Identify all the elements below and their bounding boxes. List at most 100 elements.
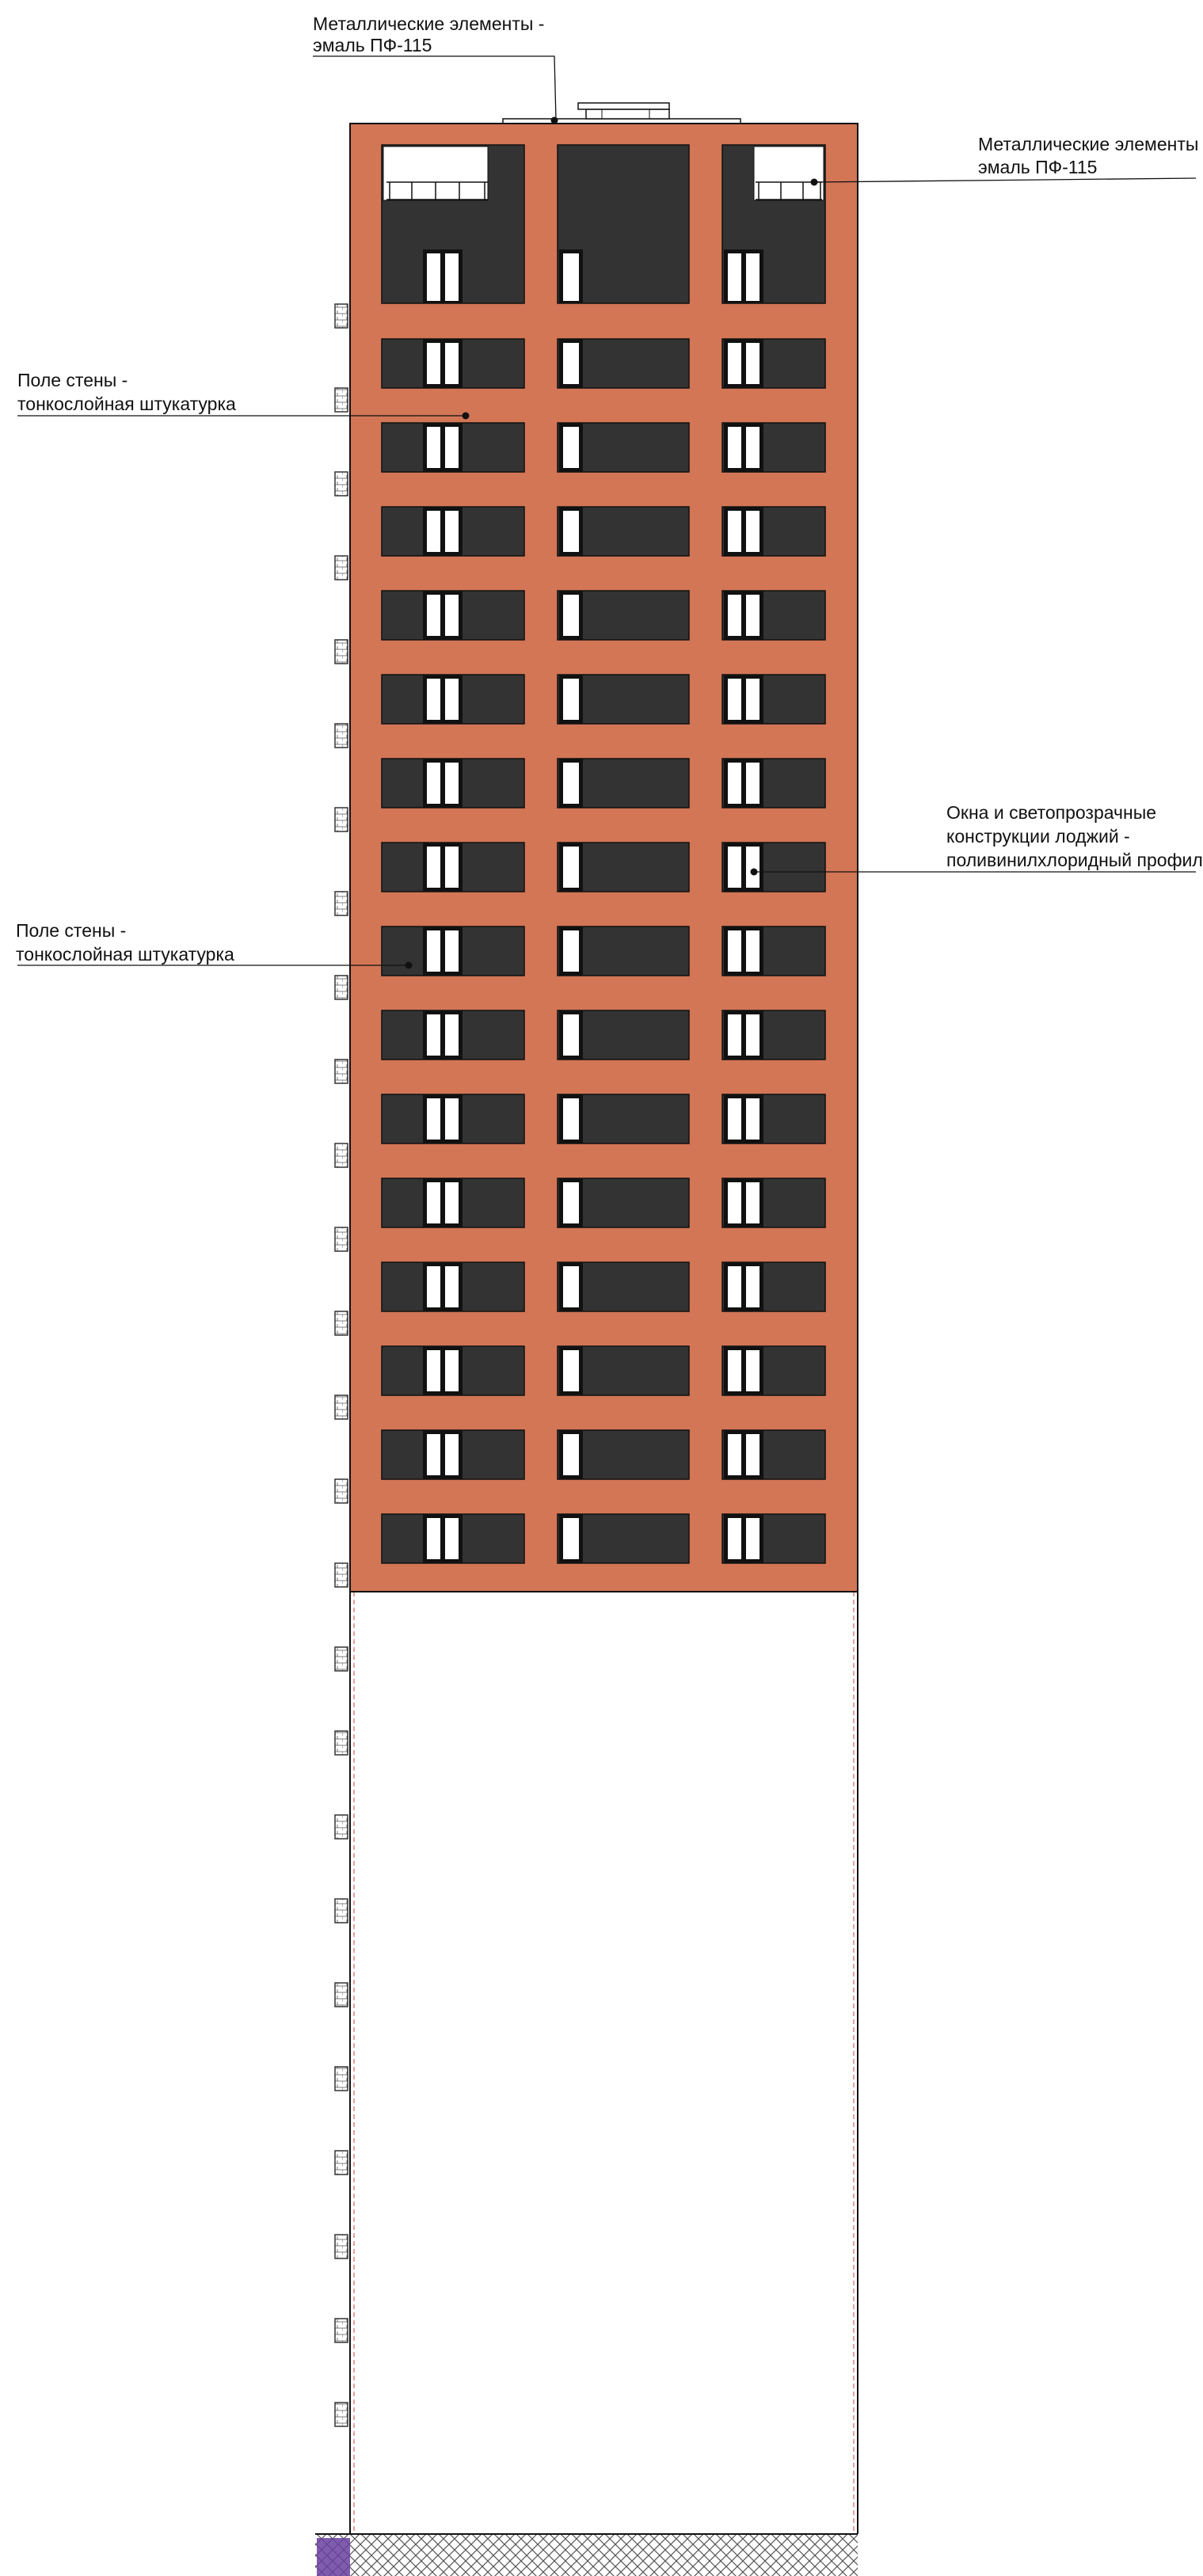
window-glass bbox=[445, 763, 459, 804]
window-glass bbox=[728, 930, 741, 972]
window-glass bbox=[728, 679, 741, 720]
side-brick-mark bbox=[334, 1562, 348, 1588]
callout-metal-top: Металлические элементы - эмаль ПФ-115 bbox=[313, 13, 544, 55]
side-brick-mark bbox=[334, 2150, 348, 2175]
side-brick-mark bbox=[334, 555, 348, 580]
callout-windows-line3: поливинилхлоридный профиль bbox=[946, 850, 1203, 870]
floor-row bbox=[381, 422, 826, 473]
window-glass bbox=[427, 427, 440, 468]
window-glass bbox=[563, 1434, 579, 1475]
window-glass bbox=[746, 343, 759, 384]
side-brick-mark bbox=[334, 1814, 348, 1840]
floor-row bbox=[381, 1010, 826, 1060]
window-glass bbox=[427, 511, 440, 552]
window-glass bbox=[746, 1182, 759, 1223]
floor-row bbox=[381, 758, 826, 809]
window-glass bbox=[427, 1350, 440, 1391]
callout-leaders bbox=[17, 55, 1197, 966]
window-glass bbox=[445, 1350, 459, 1391]
window-glass bbox=[563, 1098, 579, 1140]
floor-row bbox=[381, 590, 826, 641]
side-brick-mark bbox=[334, 2066, 348, 2091]
window-glass bbox=[427, 1518, 440, 1559]
window-glass bbox=[728, 1098, 741, 1140]
side-brick-mark bbox=[334, 1478, 348, 1504]
floor-row bbox=[381, 1345, 826, 1396]
window-glass bbox=[746, 679, 759, 720]
window-glass bbox=[445, 1098, 459, 1140]
window-glass bbox=[728, 343, 741, 384]
window-glass bbox=[563, 343, 579, 384]
window-glass bbox=[427, 930, 440, 972]
window-glass bbox=[563, 1350, 579, 1391]
floor-row bbox=[381, 1513, 826, 1564]
side-brick-mark bbox=[334, 1646, 348, 1672]
window-glass bbox=[427, 679, 440, 720]
window-glass bbox=[563, 679, 579, 720]
window-glass bbox=[563, 595, 579, 636]
window-glass bbox=[746, 1266, 759, 1307]
side-brick-mark bbox=[334, 1311, 348, 1336]
window-glass bbox=[445, 1518, 459, 1559]
window-glass bbox=[427, 343, 440, 384]
window-glass bbox=[563, 1014, 579, 1056]
callout-wall-upper-line1: Поле стены - bbox=[17, 370, 128, 390]
side-brick-mark bbox=[334, 891, 348, 916]
callout-wall-lower-line1: Поле стены - bbox=[16, 920, 126, 941]
window-glass bbox=[427, 595, 440, 636]
side-brick-mark bbox=[334, 975, 348, 1000]
window-glass bbox=[746, 1518, 759, 1559]
window-glass bbox=[746, 1014, 759, 1056]
floor-row bbox=[381, 674, 826, 725]
window-glass bbox=[746, 763, 759, 804]
floor-row bbox=[381, 842, 826, 892]
window-glass bbox=[728, 1182, 741, 1223]
window-glass bbox=[445, 343, 459, 384]
window-glass bbox=[746, 511, 759, 552]
callout-windows-line2: конструкции лоджий - bbox=[946, 826, 1130, 847]
callout-wall-lower: Поле стены - тонкослойная штукатурка bbox=[16, 920, 234, 965]
side-brick-mark bbox=[334, 471, 348, 497]
window-glass bbox=[746, 930, 759, 972]
window-glass bbox=[728, 763, 741, 804]
top-floor bbox=[381, 144, 826, 304]
window-glass bbox=[427, 1266, 440, 1307]
window-glass bbox=[445, 847, 459, 888]
side-brick-mark bbox=[334, 1982, 348, 2007]
window-glass bbox=[427, 763, 440, 804]
window-glass bbox=[746, 847, 759, 888]
window-glass bbox=[563, 427, 579, 468]
side-brick-mark bbox=[334, 387, 348, 413]
lower-building-outline bbox=[349, 1592, 858, 2534]
callout-windows: Окна и светопрозрачные конструкции лоджи… bbox=[946, 802, 1203, 870]
callout-metal-top-line2: эмаль ПФ-115 bbox=[313, 35, 432, 55]
callout-metal-right-line1: Металлические элементы - bbox=[978, 134, 1203, 154]
floor-row bbox=[381, 338, 826, 389]
window-glass bbox=[445, 1182, 459, 1223]
side-brick-mark bbox=[334, 1227, 348, 1252]
callout-metal-right: Металлические элементы - эмаль ПФ-115 bbox=[978, 134, 1203, 177]
callout-wall-upper: Поле стены - тонкослойная штукатурка bbox=[17, 370, 236, 414]
window-glass bbox=[445, 1014, 459, 1056]
ground-hatch bbox=[315, 2533, 858, 2576]
window-glass bbox=[445, 511, 459, 552]
window-glass bbox=[563, 1182, 579, 1223]
window-glass bbox=[445, 1266, 459, 1307]
window-glass bbox=[563, 1518, 579, 1559]
window-glass bbox=[728, 595, 741, 636]
side-brick-mark bbox=[334, 1059, 348, 1084]
window-glass bbox=[728, 847, 741, 888]
window-glass bbox=[563, 1266, 579, 1307]
side-brick-marks bbox=[334, 303, 348, 2427]
window-glass bbox=[728, 511, 741, 552]
window-glass bbox=[445, 930, 459, 972]
window-glass bbox=[728, 1350, 741, 1391]
window-glass bbox=[427, 1014, 440, 1056]
floor-row bbox=[381, 1094, 826, 1144]
callout-wall-upper-line2: тонкослойная штукатурка bbox=[17, 394, 236, 414]
window-glass bbox=[746, 427, 759, 468]
window-glass bbox=[445, 427, 459, 468]
window-glass bbox=[445, 595, 459, 636]
side-brick-mark bbox=[334, 1898, 348, 1923]
